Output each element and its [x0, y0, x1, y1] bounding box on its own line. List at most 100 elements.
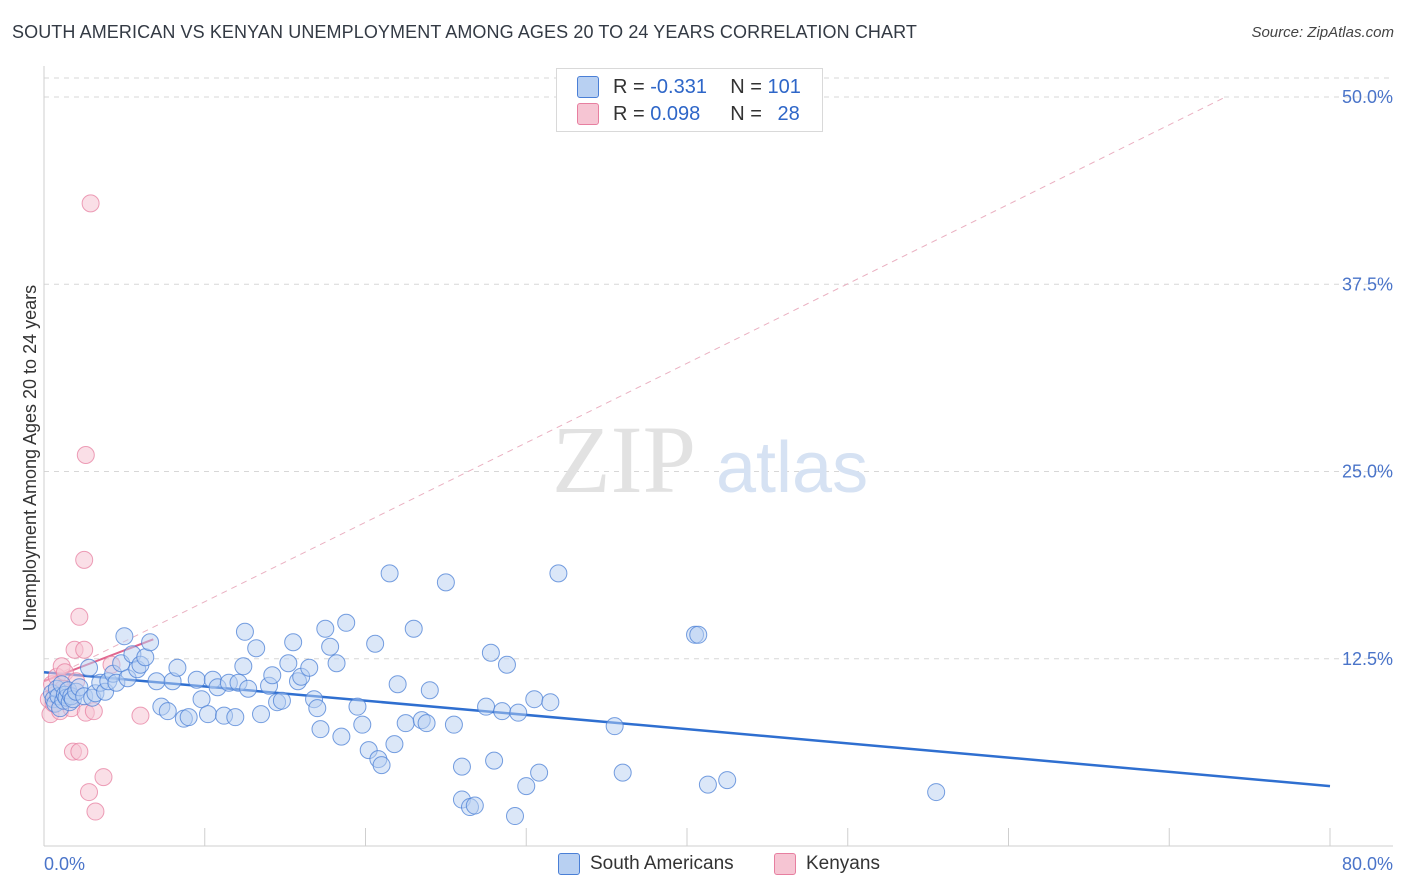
south-american-point	[279, 654, 298, 673]
south-american-point	[417, 714, 436, 733]
south-american-point	[300, 658, 319, 677]
south-american-point	[505, 807, 524, 826]
south-american-point	[436, 573, 455, 592]
south-american-point	[477, 697, 496, 716]
south-american-point	[168, 658, 187, 677]
south-american-point	[332, 727, 351, 746]
south-american-point	[444, 715, 463, 734]
south-american-point	[327, 654, 346, 673]
south-american-point	[525, 690, 544, 709]
south-american-point	[613, 763, 632, 782]
south-american-point	[239, 679, 258, 698]
kenyan-point	[80, 783, 99, 802]
x-tick-label: 0.0%	[44, 854, 85, 874]
y-tick-label: 37.5%	[1342, 274, 1393, 294]
south-american-point	[927, 783, 946, 802]
south-american-point	[263, 666, 282, 685]
south-american-point	[465, 796, 484, 815]
watermark-atlas: atlas	[716, 428, 868, 508]
watermark-zip: ZIP	[552, 406, 696, 513]
south-american-point	[698, 775, 717, 794]
south-american-point	[541, 693, 560, 712]
legend-n-label: N =	[730, 75, 768, 98]
south-american-point	[497, 655, 516, 674]
kenyan-trend-extension	[43, 96, 1226, 682]
south-american-point	[385, 735, 404, 754]
south-american-point	[718, 771, 737, 790]
stats-legend: R = -0.331 N = 101 R = 0.098 N = 28	[556, 68, 823, 132]
south-american-point	[549, 564, 568, 583]
legend-n-value: 28	[777, 102, 800, 125]
south-american-points	[43, 564, 946, 826]
south-american-point	[605, 717, 624, 736]
source-note: Source: ZipAtlas.com	[1251, 24, 1394, 41]
legend-item-kenyans: Kenyans	[774, 852, 880, 876]
south-american-point	[187, 670, 206, 689]
y-tick-label: 12.5%	[1342, 649, 1393, 669]
y-axis-label: Unemployment Among Ages 20 to 24 years	[20, 285, 40, 631]
gridlines	[44, 77, 1393, 660]
south-american-point	[452, 757, 471, 776]
south-american-point	[198, 705, 217, 724]
south-american-point	[517, 777, 536, 796]
south-american-point	[252, 705, 271, 724]
kenyan-point	[70, 742, 89, 761]
tick-labels: 12.5% 25.0% 37.5% 50.0% 0.0% 80.0%	[44, 87, 1393, 874]
south-american-point	[316, 619, 335, 638]
south-american-point	[311, 720, 330, 739]
legend-row-kenyan: R = 0.098 N = 28	[577, 102, 800, 126]
south-american-point	[247, 639, 266, 658]
south-american-point	[147, 672, 166, 691]
south-american-point	[509, 703, 528, 722]
south-american-point	[136, 648, 155, 667]
south-american-point	[420, 681, 439, 700]
south-american-trend-line	[43, 670, 1331, 788]
kenyan-point	[94, 768, 113, 787]
legend-label-south-americans: South Americans	[590, 853, 734, 874]
south-american-point	[226, 708, 245, 727]
south-american-point	[372, 756, 391, 775]
legend-item-south-americans: South Americans	[558, 852, 734, 876]
legend-r-label: R =	[613, 102, 651, 125]
south-american-point	[481, 643, 500, 662]
south-american-point	[158, 702, 177, 721]
y-tick-label: 50.0%	[1342, 87, 1393, 107]
south-american-point	[192, 690, 211, 709]
south-american-point	[308, 699, 327, 718]
south-american-point	[353, 715, 372, 734]
legend-r-value: -0.331	[650, 75, 707, 98]
south-american-point	[272, 691, 291, 710]
kenyan-point	[70, 607, 89, 626]
legend-row-south-american: R = -0.331 N = 101	[577, 75, 801, 99]
kenyan-point	[75, 550, 94, 569]
south-american-point	[380, 564, 399, 583]
legend-label-kenyans: Kenyans	[806, 853, 880, 874]
south-american-point	[337, 613, 356, 632]
kenyan-point	[81, 194, 100, 213]
y-tick-label: 25.0%	[1342, 462, 1393, 482]
south-american-point	[234, 657, 253, 676]
legend-r-value: 0.098	[650, 102, 701, 125]
watermark: ZIP atlas	[552, 406, 868, 513]
south-american-point	[493, 702, 512, 721]
south-american-point	[115, 627, 134, 646]
south-american-point	[321, 637, 340, 656]
kenyan-point	[75, 640, 94, 659]
south-american-point	[179, 708, 198, 727]
south-american-point	[80, 658, 99, 677]
south-american-point	[689, 625, 708, 644]
chart-title: SOUTH AMERICAN VS KENYAN UNEMPLOYMENT AM…	[12, 22, 917, 42]
kenyan-point	[86, 802, 105, 821]
legend-swatch-pink	[774, 853, 796, 875]
legend-swatch-blue	[577, 76, 599, 98]
south-american-point	[404, 619, 423, 638]
south-american-point	[348, 697, 367, 716]
south-american-point	[284, 633, 303, 652]
legend-swatch-pink	[577, 103, 599, 125]
legend-n-value: 101	[767, 75, 801, 98]
south-american-point	[485, 751, 504, 770]
x-tick-label: 80.0%	[1342, 854, 1393, 874]
south-american-point	[530, 763, 549, 782]
legend-swatch-blue	[558, 853, 580, 875]
